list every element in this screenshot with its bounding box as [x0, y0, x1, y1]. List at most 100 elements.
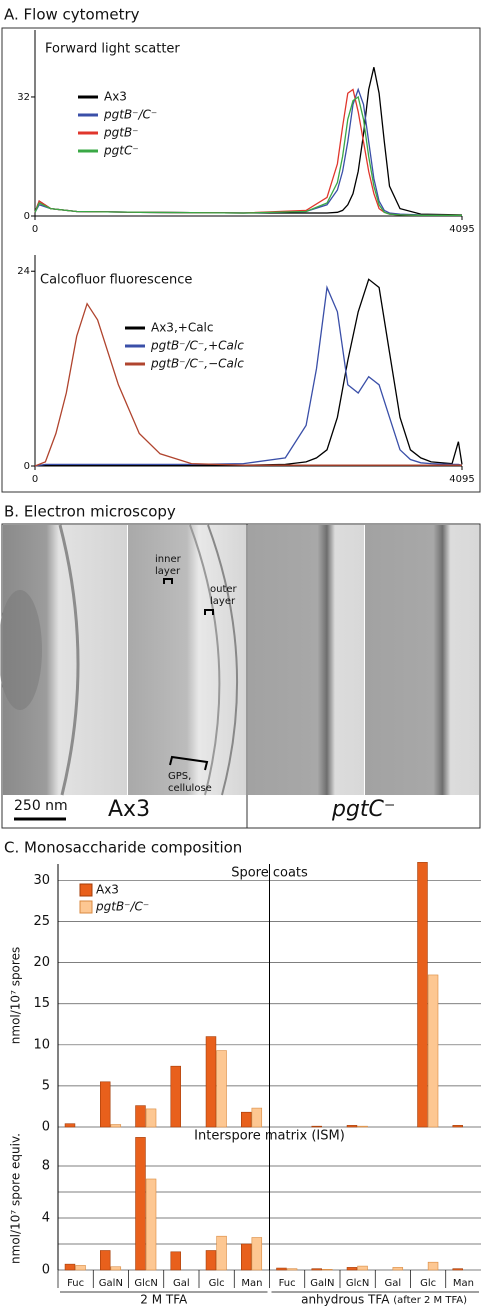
panel-title: B. Electron microscopy — [4, 503, 176, 521]
y-tick-label: 0 — [42, 1263, 50, 1278]
bar — [216, 1235, 227, 1271]
bar — [145, 1108, 157, 1128]
em-coat — [207, 524, 239, 796]
x-tick-label: 0 — [32, 474, 38, 485]
bar — [286, 1268, 298, 1271]
y-tick-label: 32 — [17, 92, 30, 103]
x-tick-label: Glc — [420, 1278, 436, 1289]
legend-swatch — [79, 883, 93, 897]
chart-title: Forward light scatter — [45, 42, 180, 57]
y-tick-label: 25 — [33, 914, 50, 929]
bar — [241, 1111, 252, 1128]
bar — [216, 1050, 227, 1128]
bar — [427, 974, 439, 1128]
y-tick-label: 4 — [42, 1211, 50, 1226]
series-line — [34, 88, 462, 216]
em-label: outer — [210, 584, 238, 595]
bar — [241, 1243, 252, 1271]
chart-title: Calcofluor fluorescence — [40, 273, 192, 288]
section-label: 2 M TFA — [140, 1293, 188, 1307]
legend-label: Ax3,+Calc — [151, 321, 213, 335]
bar — [64, 1123, 76, 1128]
em-image — [128, 525, 246, 795]
x-tick-label: GalN — [99, 1278, 123, 1289]
x-tick-label: GlcN — [134, 1278, 158, 1289]
bracket — [169, 755, 209, 771]
series-line — [34, 278, 463, 467]
x-tick-label: Man — [241, 1278, 262, 1289]
legend-label: pgtB⁻/C⁻,+Calc — [150, 339, 244, 353]
x-tick-label: 4095 — [449, 224, 474, 235]
y-tick-label: 24 — [17, 266, 30, 277]
bar — [100, 1250, 111, 1271]
bar — [145, 1178, 157, 1271]
y-tick-label: 0 — [24, 211, 30, 222]
y-tick-label: 8 — [42, 1159, 50, 1174]
bar — [205, 1250, 217, 1271]
panel-frame — [1, 27, 481, 493]
bar — [452, 1125, 463, 1128]
legend-swatch — [79, 900, 93, 914]
x-tick-label: GalN — [310, 1278, 334, 1289]
y-tick-label: 10 — [33, 1037, 50, 1052]
y-tick-label: 5 — [42, 1078, 50, 1093]
legend-label: pgtB⁻ — [103, 126, 139, 140]
y-tick-label: 30 — [33, 873, 50, 888]
panel-title: C. Monosaccharide composition — [4, 839, 242, 857]
y-tick-label: 0 — [24, 461, 30, 472]
bar — [427, 1261, 439, 1271]
strain-label: pgtC⁻ — [331, 797, 396, 822]
section-label: anhydrous TFA — [301, 1293, 390, 1307]
bar — [357, 1265, 368, 1271]
section-note: (after 2 M TFA) — [393, 1295, 467, 1306]
bar — [311, 1268, 322, 1271]
em-coat — [58, 524, 80, 796]
em-image — [365, 525, 479, 795]
bracket — [204, 609, 214, 615]
series-line — [34, 285, 463, 467]
bar — [75, 1265, 86, 1271]
bar — [392, 1267, 404, 1271]
series-line — [34, 87, 463, 216]
bar — [322, 1269, 333, 1271]
strain-label: Ax3 — [108, 797, 150, 822]
legend-label: Ax3 — [96, 883, 119, 897]
em-label: layer — [155, 566, 181, 577]
x-tick-label: Fuc — [279, 1278, 296, 1289]
em-label: GPS, — [168, 771, 191, 782]
bar — [170, 1251, 181, 1271]
bracket — [163, 578, 173, 584]
legend-label: Ax3 — [104, 90, 127, 104]
bar — [135, 1105, 146, 1128]
x-tick-label: Gal — [173, 1278, 190, 1289]
bar — [251, 1237, 263, 1271]
bar — [64, 1263, 76, 1271]
x-tick-label: 0 — [32, 224, 38, 235]
em-coat — [189, 524, 221, 796]
em-image — [248, 525, 364, 795]
y-tick-label: 15 — [33, 996, 50, 1011]
bar — [205, 1036, 217, 1128]
bar — [135, 1137, 146, 1271]
x-tick-label: 4095 — [449, 474, 474, 485]
bar — [452, 1268, 463, 1271]
em-label: cellulose — [168, 783, 212, 794]
bar — [417, 862, 428, 1128]
legend-label: pgtC⁻ — [103, 144, 139, 158]
bar — [170, 1065, 181, 1128]
y-tick-label: 0 — [42, 1120, 50, 1135]
em-label: inner — [155, 554, 182, 565]
bar — [346, 1267, 358, 1271]
x-tick-label: Man — [453, 1278, 474, 1289]
y-tick-label: 20 — [33, 955, 50, 970]
bar — [100, 1081, 111, 1128]
panel-title: A. Flow cytometry — [4, 6, 140, 24]
bar — [346, 1125, 358, 1128]
legend-label: pgtB⁻/C⁻,−Calc — [150, 357, 244, 371]
bar — [251, 1107, 263, 1128]
x-tick-label: GlcN — [346, 1278, 370, 1289]
em-texture — [0, 590, 42, 710]
legend-label: pgtB⁻/C⁻ — [95, 900, 149, 914]
series-line — [34, 302, 462, 467]
